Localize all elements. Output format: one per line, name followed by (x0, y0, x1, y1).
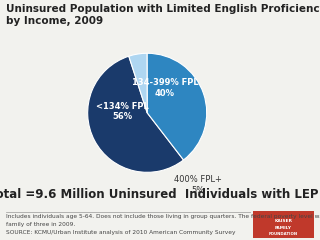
Text: KAISER: KAISER (274, 219, 292, 223)
Text: FAMILY: FAMILY (275, 226, 292, 230)
Wedge shape (147, 53, 207, 160)
Text: SOURCE: KCMU/Urban Institute analysis of 2010 American Community Survey: SOURCE: KCMU/Urban Institute analysis of… (6, 230, 236, 235)
Text: FOUNDATION: FOUNDATION (268, 232, 298, 236)
Text: 134-399% FPL
40%: 134-399% FPL 40% (132, 78, 198, 97)
Text: Uninsured Population with Limited English Proficiency,
by Income, 2009: Uninsured Population with Limited Englis… (6, 4, 320, 26)
Wedge shape (88, 56, 183, 172)
Text: 400% FPL+
5%: 400% FPL+ 5% (174, 175, 222, 195)
Text: family of three in 2009.: family of three in 2009. (6, 222, 76, 227)
Text: <134% FPL
56%: <134% FPL 56% (96, 102, 148, 121)
Text: Total =9.6 Million Uninsured  Individuals with LEP: Total =9.6 Million Uninsured Individuals… (0, 188, 318, 201)
Text: Includes individuals age 5-64. Does not include those living in group quarters. : Includes individuals age 5-64. Does not … (6, 214, 320, 219)
Wedge shape (129, 53, 147, 113)
